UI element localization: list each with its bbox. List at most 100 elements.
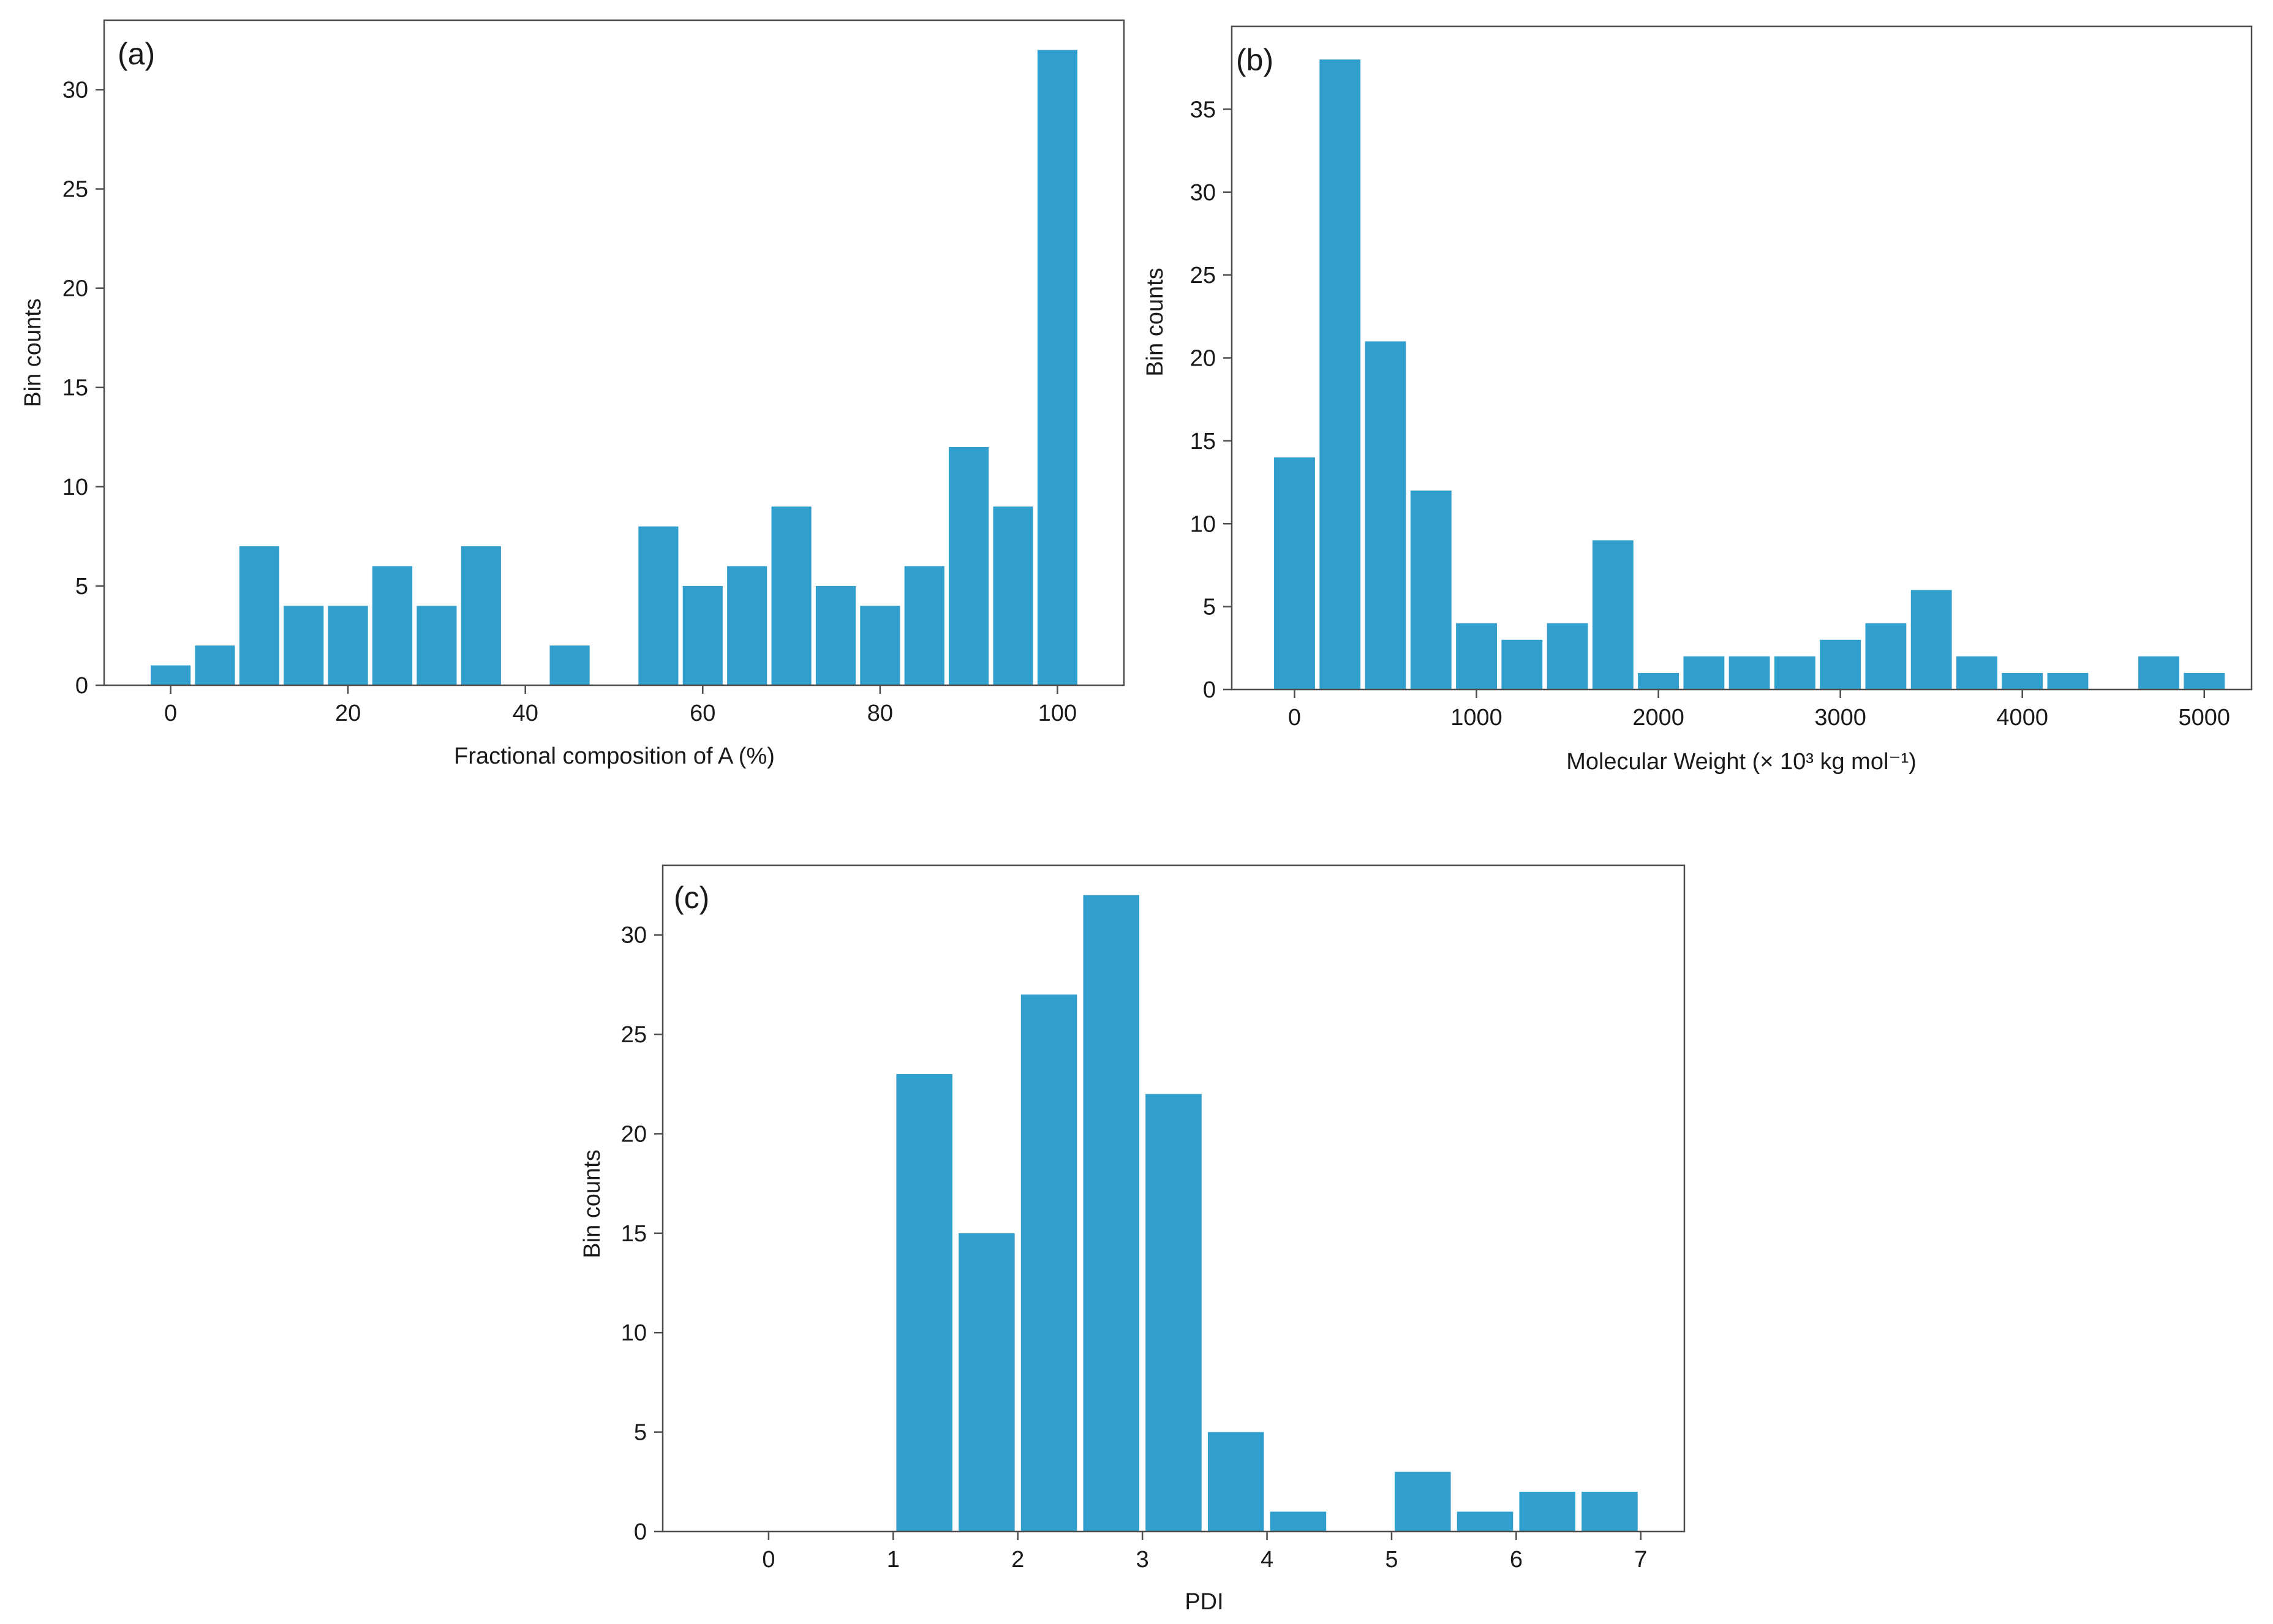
histogram-bar [372,566,413,685]
histogram-bar [1365,341,1406,690]
histogram-bar [239,546,279,685]
x-tick-label: 5000 [2178,705,2230,731]
histogram-bar [1728,656,1770,690]
y-axis-label: Bin counts [20,298,46,407]
histogram-bar [1910,590,1952,690]
y-tick-label: 35 [1190,97,1216,122]
histogram-bar [860,606,900,685]
histogram-bar [1457,1511,1513,1532]
bar-group [896,895,1638,1532]
x-tick-label: 4000 [1996,705,2048,731]
y-tick-label: 0 [75,673,88,699]
x-tick-label: 5 [1385,1547,1398,1573]
x-tick-label: 4 [1261,1547,1273,1573]
y-tick-label: 30 [1190,180,1216,206]
histogram-bar [896,1074,952,1532]
histogram-bar [727,566,767,685]
histogram-panel-molecular-weight: 0 1000 2000 3000 4000 5000 0 5 10 15 20 25 30 35 (b)… [1142,25,2253,775]
x-axis-label: PDI [1185,1589,1223,1615]
histogram-bar [151,665,191,685]
histogram-bar [1638,672,1679,690]
histogram-bar [1592,540,1634,690]
y-axis-label: Bin counts [1142,268,1168,376]
x-tick-label: 7 [1634,1547,1647,1573]
x-tick-label: 2 [1011,1547,1024,1573]
histogram-panel-pdi: 0 1 2 3 4 5 6 7 0 5 10 15 20 25 30 (c) PDI Bin counts [579,864,1686,1615]
histogram-bar [1774,656,1815,690]
histogram-bar [1207,1432,1264,1532]
y-tick-label: 25 [1190,263,1216,288]
histogram-bar [549,645,590,685]
x-tick-label: 1000 [1450,705,1502,731]
y-tick-label: 5 [1203,595,1216,620]
histogram-bar [1083,895,1140,1532]
histogram-bar [1410,491,1452,690]
histogram-bar [1547,623,1588,690]
y-tick-label: 0 [1203,677,1216,703]
histogram-bar [682,585,723,685]
x-tick-label: 0 [762,1547,775,1573]
y-tick-label: 30 [621,923,647,949]
x-tick-label: 3 [1136,1547,1149,1573]
x-tick-label: 1 [887,1547,900,1573]
histogram-bar [1956,656,1997,690]
bar-group [1274,59,2225,690]
histogram-bar [959,1233,1015,1532]
panel-label: (a) [118,37,155,71]
y-tick-label: 5 [634,1420,647,1446]
x-tick-label: 0 [1288,705,1301,731]
x-tick-label: 40 [513,701,538,726]
histogram-bar [1519,1492,1576,1532]
histogram-bar [1456,623,1497,690]
y-tick-label: 10 [62,475,88,500]
y-tick-label: 5 [75,574,88,600]
x-tick-label: 3000 [1814,705,1866,731]
y-tick-label: 25 [62,177,88,203]
y-tick-label: 25 [621,1022,647,1048]
y-tick-label: 15 [621,1221,647,1247]
y-tick-label: 30 [62,77,88,103]
x-tick-label: 100 [1038,701,1077,726]
histogram-bar [284,606,324,685]
histogram-bar [1020,994,1077,1532]
y-axis-ticks: 0 5 10 15 20 25 30 [62,77,104,699]
histogram-bar [1319,59,1361,690]
histogram-bar [461,546,501,685]
histogram-bar [1274,457,1315,690]
x-tick-label: 20 [335,701,361,726]
histogram-bar [417,606,457,685]
histogram-bar [949,446,989,685]
histogram-bar [771,506,812,685]
x-axis-ticks: 0 20 40 60 80 100 [164,685,1077,726]
histogram-bar [1581,1492,1638,1532]
x-tick-label: 2000 [1632,705,1684,731]
y-axis-ticks: 0 5 10 15 20 25 30 35 [1190,97,1232,703]
histogram-bar [638,526,679,685]
histogram-bar [1683,656,1725,690]
y-tick-label: 20 [62,276,88,302]
x-tick-label: 80 [867,701,893,726]
histogram-bar [1820,639,1861,690]
histogram-bar [1037,50,1077,686]
histogram-bar [2002,672,2043,690]
y-tick-label: 15 [62,375,88,401]
histogram-bar [2047,672,2089,690]
histogram-bar [1501,639,1543,690]
panel-label: (b) [1236,43,1273,77]
panel-label: (c) [674,881,709,915]
y-axis-ticks: 0 5 10 15 20 25 30 [621,923,663,1545]
y-tick-label: 10 [621,1320,647,1346]
y-tick-label: 10 [1190,511,1216,537]
histogram-bar [2138,656,2179,690]
histogram-bar [904,566,944,685]
histogram-bar [1270,1511,1327,1532]
x-axis-label: Molecular Weight (× 10³ kg mol⁻¹) [1566,749,1917,775]
histogram-bar [2184,672,2225,690]
histogram-bar [195,645,235,685]
histogram-panel-composition: 0 20 40 60 80 100 0 5 10 15 20 25 30 (a) Fractional… [20,19,1125,769]
histogram-bar [328,606,368,685]
histogram-bar [1145,1094,1202,1532]
plot-frame [103,19,1125,686]
plot-frame [662,864,1686,1533]
x-axis-ticks: 0 1000 2000 3000 4000 5000 [1288,690,2230,731]
